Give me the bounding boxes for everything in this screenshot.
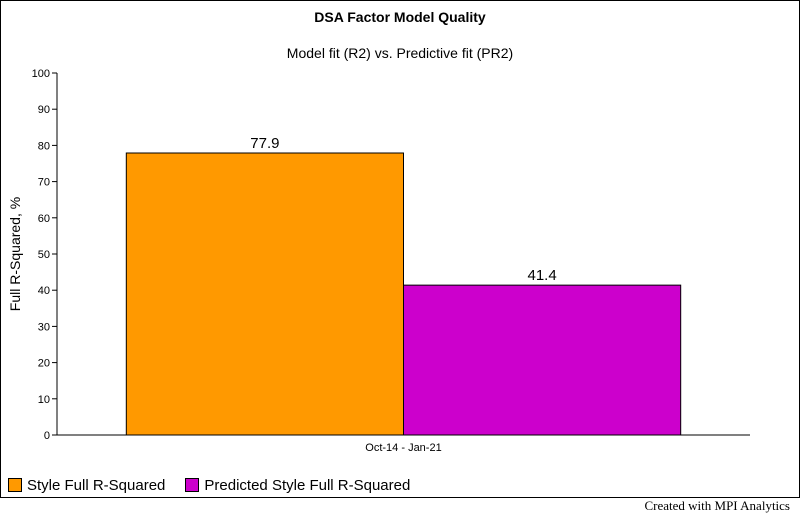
legend-swatch-style bbox=[8, 478, 22, 492]
y-tick-label: 50 bbox=[38, 249, 50, 261]
chart-subtitle: Model fit (R2) vs. Predictive fit (PR2) bbox=[286, 45, 514, 61]
bar-value-label: 41.4 bbox=[527, 267, 556, 284]
y-tick-label: 40 bbox=[38, 285, 50, 297]
footer-credit: Created with MPI Analytics bbox=[644, 498, 790, 513]
legend: Style Full R-Squared Predicted Style Ful… bbox=[8, 476, 430, 494]
chart-title: DSA Factor Model Quality bbox=[314, 9, 486, 25]
y-tick-label: 60 bbox=[38, 213, 50, 225]
legend-item-style: Style Full R-Squared bbox=[8, 477, 165, 494]
y-tick-label: 70 bbox=[38, 177, 50, 189]
y-tick-label: 90 bbox=[38, 104, 50, 116]
legend-item-predicted: Predicted Style Full R-Squared bbox=[185, 477, 410, 494]
y-tick-label: 80 bbox=[38, 140, 50, 152]
y-tick-label: 20 bbox=[38, 358, 50, 370]
legend-swatch-predicted bbox=[185, 478, 200, 492]
legend-label-predicted: Predicted Style Full R-Squared bbox=[204, 476, 411, 494]
legend-label-style: Style Full R-Squared bbox=[27, 476, 166, 494]
y-tick-label: 10 bbox=[38, 394, 50, 406]
y-axis-title: Full R-Squared, % bbox=[7, 197, 23, 311]
y-tick-label: 30 bbox=[38, 321, 50, 333]
chart-plot: 0 10 20 30 40 50 60 70 80 90 100 Full R-Squared, % 7… bbox=[7, 68, 750, 454]
bar-predicted bbox=[403, 284, 682, 436]
bar-value-label: 77.9 bbox=[250, 135, 279, 152]
bar-style bbox=[125, 152, 405, 436]
y-tick-label: 100 bbox=[32, 68, 50, 80]
x-tick-label: Oct-14 - Jan-21 bbox=[365, 442, 441, 454]
y-tick-label: 0 bbox=[44, 430, 50, 442]
